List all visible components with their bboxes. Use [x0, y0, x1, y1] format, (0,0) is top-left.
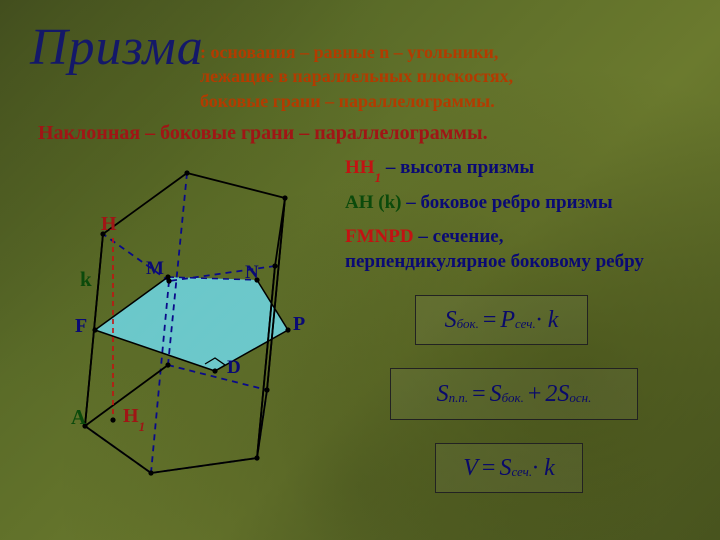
formula-lateral-area: Sбок. = Pсеч. · k	[415, 295, 588, 345]
line-edge: АН (k) – боковое ребро призмы	[345, 190, 613, 216]
formula-volume: V = Sсеч. · k	[435, 443, 583, 493]
label-k: k	[80, 267, 92, 292]
prism-diagram: H M NkF P D A H1	[35, 158, 325, 513]
line-section: FMNPD – сечение, перпендикулярное боково…	[345, 225, 655, 274]
desc-bases: : основания – равные n – угольники, лежа…	[200, 40, 560, 113]
label-H1: H1	[123, 405, 145, 431]
desc-oblique: Наклонная – боковые грани – параллелогра…	[38, 120, 488, 147]
label-M: M	[146, 258, 164, 280]
line-height: НН1 – высота призмы	[345, 155, 534, 182]
label-D: D	[227, 357, 241, 379]
label-N: N	[245, 262, 259, 284]
label-P: P	[293, 313, 305, 336]
label-A: A	[71, 405, 86, 430]
formula-total-area: Sп.п. = Sбок. + 2Sосн.	[390, 368, 638, 420]
label-H: H	[101, 213, 117, 236]
label-F: F	[75, 315, 87, 338]
slide-title: Призма	[30, 18, 204, 77]
